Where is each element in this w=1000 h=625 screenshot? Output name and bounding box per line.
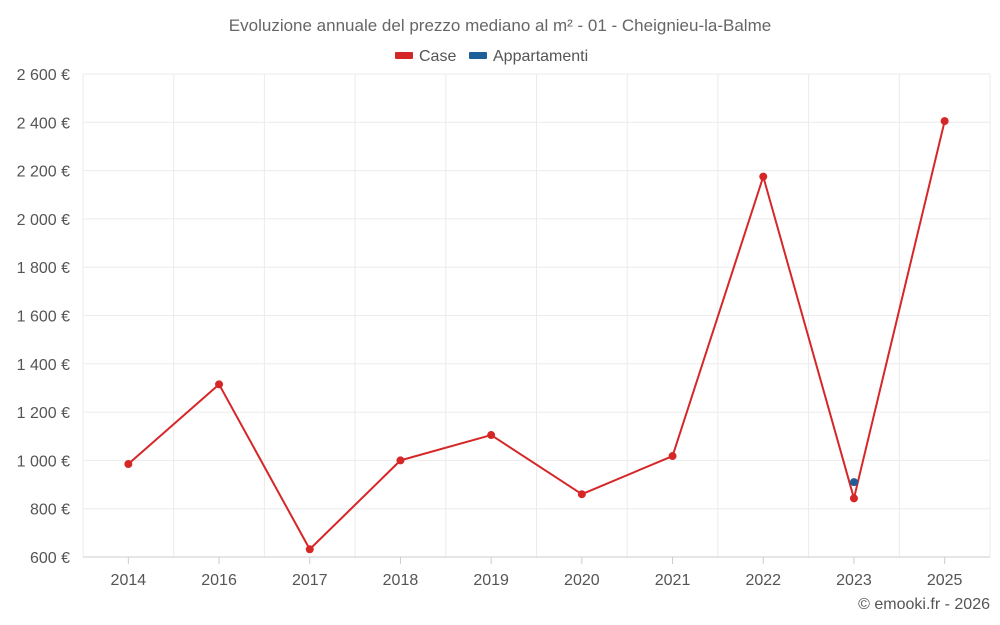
- y-tick-label: 1 000 €: [17, 453, 70, 470]
- data-point-case[interactable]: [577, 490, 586, 499]
- series-line-case: [127, 120, 946, 551]
- y-tick-label: 1 400 €: [17, 357, 70, 374]
- credit-text: © emooki.fr - 2026: [858, 596, 990, 613]
- x-tick-label: 2016: [201, 572, 237, 589]
- data-point-case[interactable]: [940, 117, 949, 126]
- legend-label-appartamenti: Appartamenti: [493, 48, 588, 65]
- legend-item-appartamenti[interactable]: Appartamenti: [469, 48, 588, 65]
- y-tick-label: 800 €: [30, 502, 70, 519]
- data-point-case[interactable]: [215, 380, 224, 389]
- series: [124, 117, 949, 554]
- x-tick-label: 2019: [473, 572, 509, 589]
- legend-label-case: Case: [419, 48, 456, 65]
- x-axis-ticks: 2014 2016 2017 2018 2019 2020 2021 2022 2023 2025: [111, 557, 963, 589]
- data-point-appartamenti[interactable]: [849, 478, 858, 487]
- data-point-case[interactable]: [396, 456, 405, 465]
- y-axis-ticks: 600 € 800 € 1 000 € 1 200 € 1 400 € 1 600 € 1 …: [17, 67, 70, 567]
- x-tick-label: 2022: [745, 572, 781, 589]
- data-point-case[interactable]: [487, 431, 496, 440]
- x-tick-label: 2021: [655, 572, 691, 589]
- legend-swatch-case: [395, 52, 413, 59]
- x-tick-label: 2014: [111, 572, 147, 589]
- y-tick-label: 1 600 €: [17, 309, 70, 326]
- y-tick-label: 2 000 €: [17, 212, 70, 229]
- data-point-case[interactable]: [668, 452, 677, 461]
- y-tick-label: 1 200 €: [17, 405, 70, 422]
- x-tick-label: 2018: [383, 572, 419, 589]
- x-tick-label: 2020: [564, 572, 600, 589]
- y-tick-label: 2 200 €: [17, 164, 70, 181]
- data-point-case[interactable]: [305, 545, 314, 554]
- legend-item-case[interactable]: Case: [395, 48, 456, 65]
- x-tick-label: 2023: [836, 572, 872, 589]
- y-tick-label: 1 800 €: [17, 260, 70, 277]
- legend: Case Appartamenti: [395, 48, 588, 65]
- legend-swatch-appartamenti: [469, 52, 487, 59]
- x-tick-label: 2025: [927, 572, 963, 589]
- chart-title: Evoluzione annuale del prezzo mediano al…: [229, 16, 771, 35]
- y-tick-label: 2 600 €: [17, 67, 70, 84]
- y-tick-label: 600 €: [30, 550, 70, 567]
- x-tick-label: 2017: [292, 572, 328, 589]
- data-point-case[interactable]: [759, 172, 768, 181]
- data-point-case[interactable]: [849, 494, 858, 503]
- y-tick-label: 2 400 €: [17, 115, 70, 132]
- data-point-case[interactable]: [124, 460, 133, 469]
